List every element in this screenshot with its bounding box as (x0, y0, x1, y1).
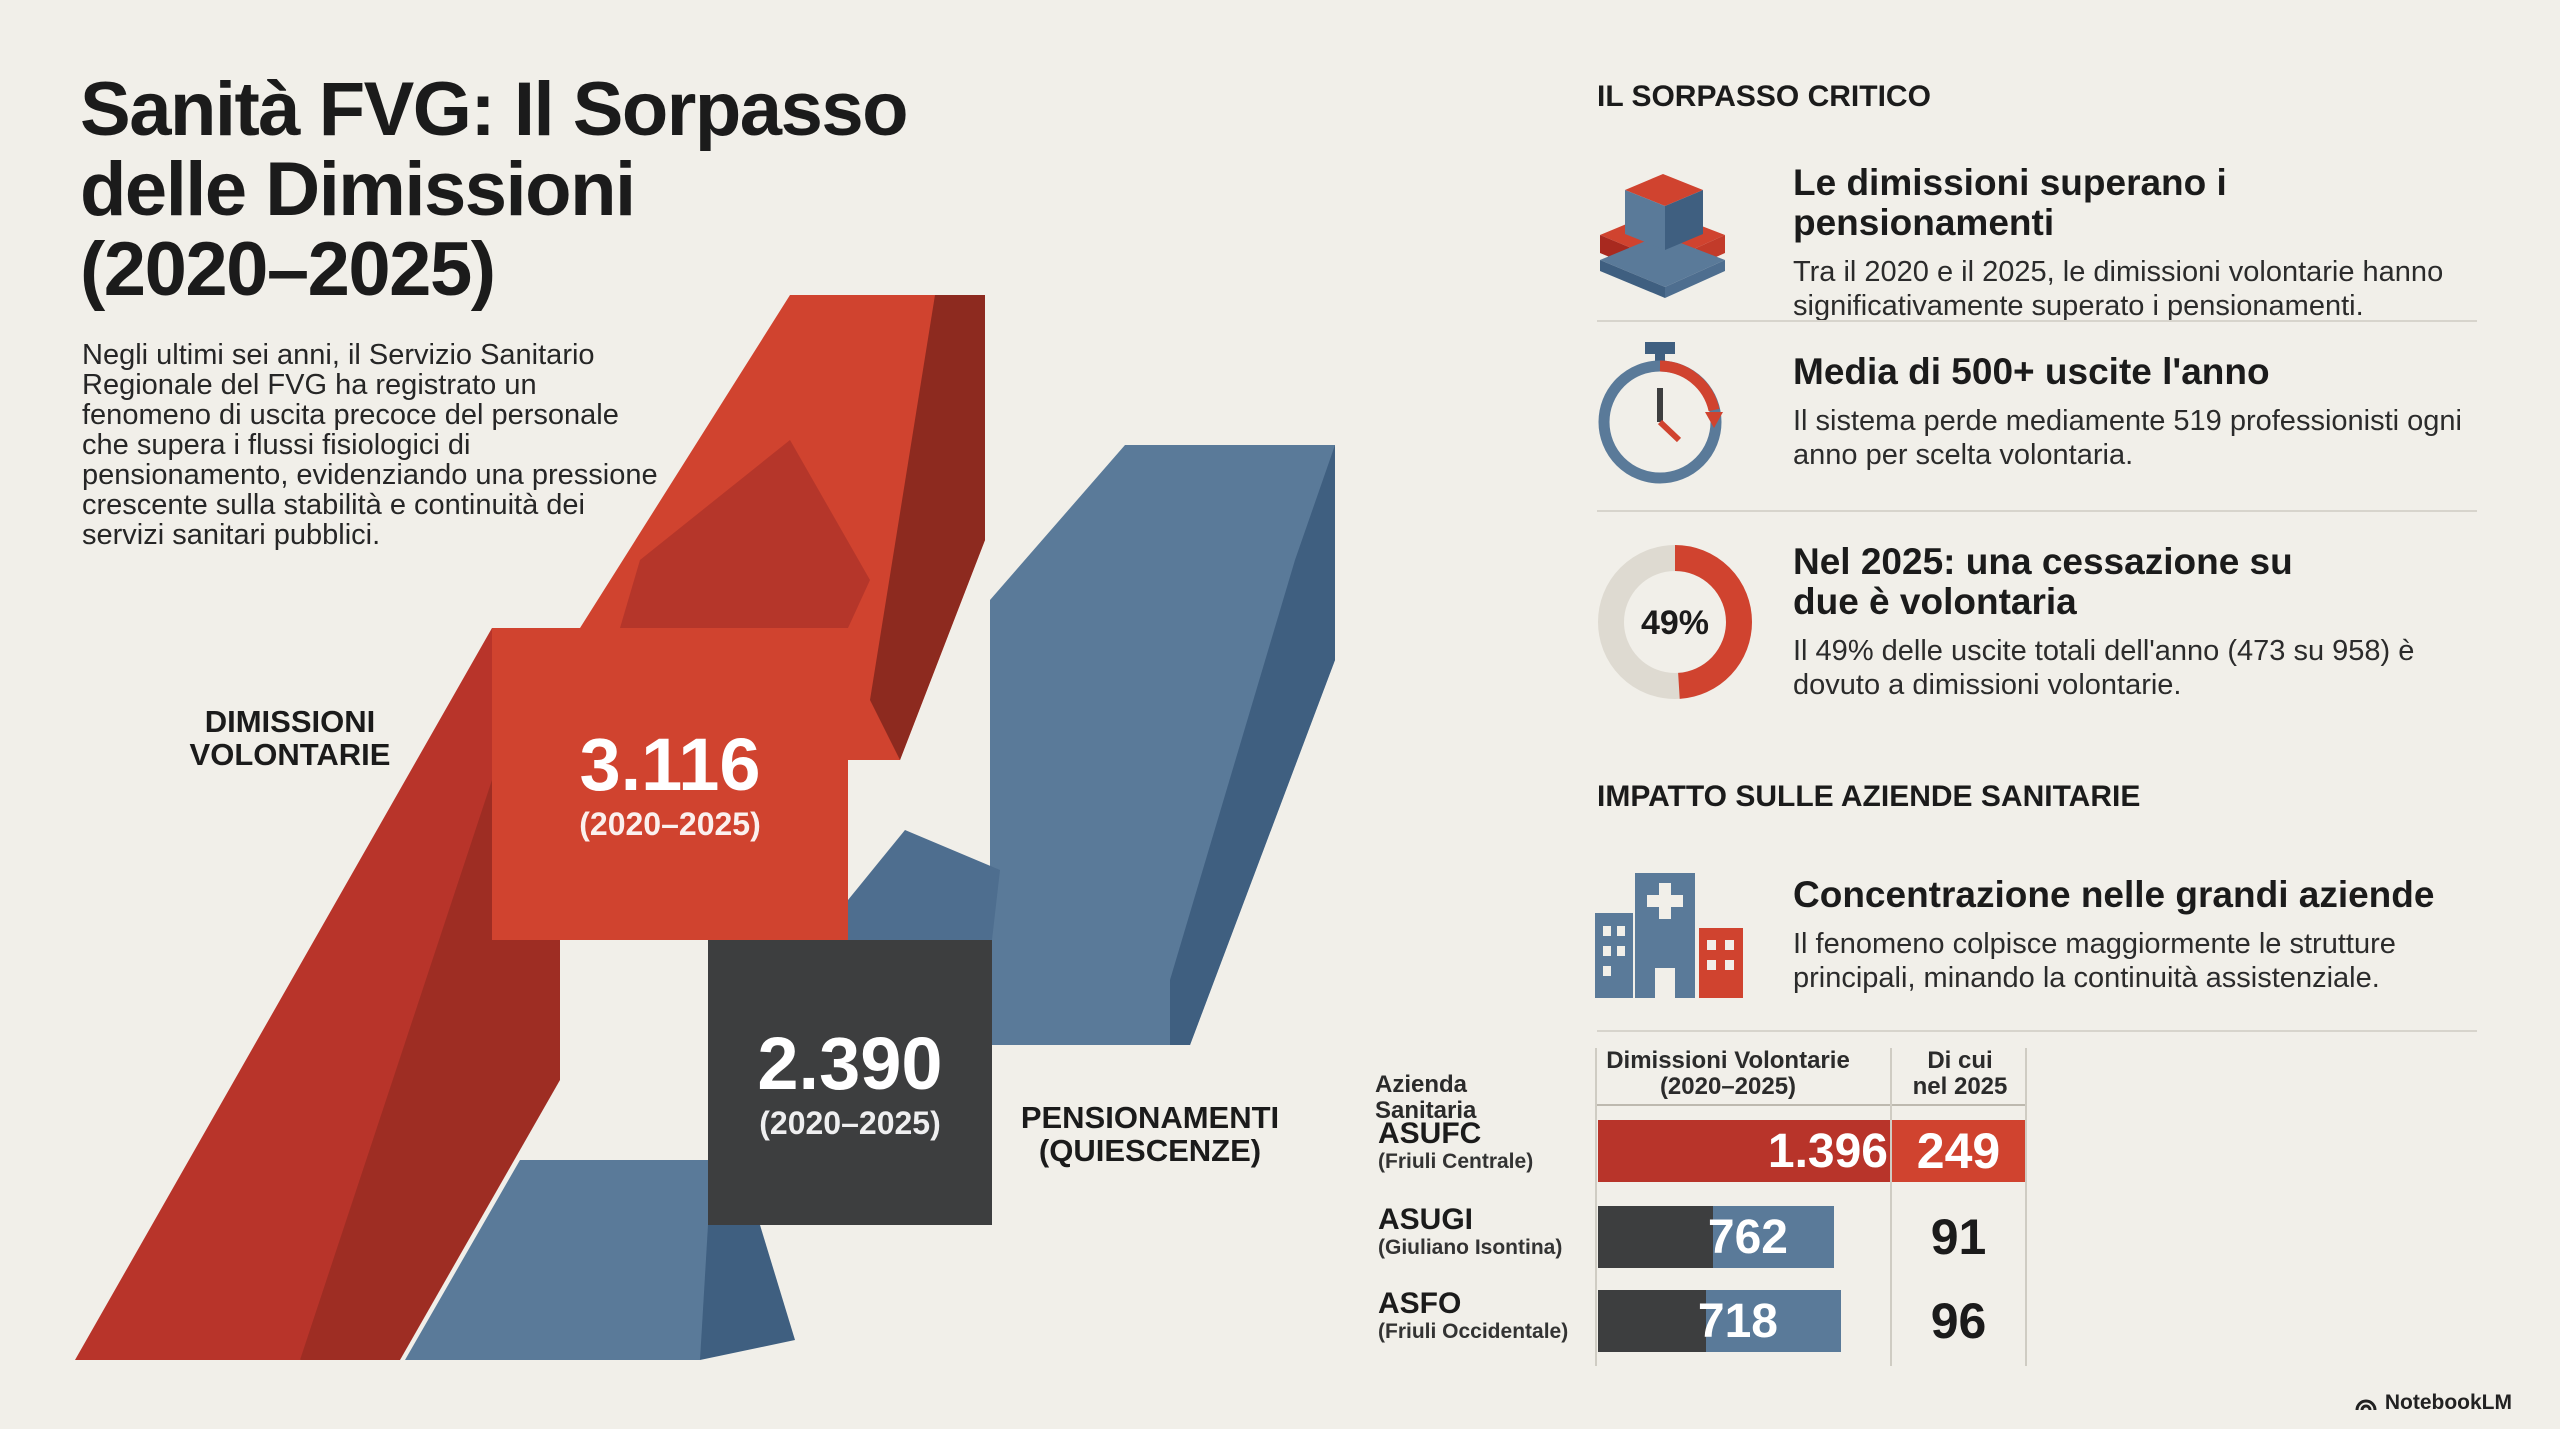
item-text: Il fenomeno colpisce maggiormente le str… (1793, 928, 2396, 994)
header-rule (1595, 1104, 2027, 1106)
critico-item-2: Media di 500+ uscite l'anno Il sistema p… (1793, 352, 2493, 472)
row-name: ASFO (1378, 1287, 1462, 1320)
dimissioni-total-box: 3.116 (2020–2025) (492, 628, 848, 940)
critico-item-1: Le dimissioni superano i pensionamenti T… (1793, 163, 2493, 323)
y2025-highlight (1892, 1120, 2025, 1182)
header-2025: Di cui nel 2025 (1890, 1048, 2030, 1100)
bar-value: 762 (1598, 1210, 1788, 1265)
item-title: Concentrazione nelle grandi aziende (1793, 874, 2435, 915)
col-rule (1595, 1048, 1597, 1366)
header-line: Di cui (1927, 1047, 1993, 1074)
brand-text: NotebookLM (2384, 1391, 2512, 1414)
section-heading-critico: IL SORPASSO CRITICO (1597, 80, 1931, 113)
page-title: Sanità FVG: Il Sorpasso delle Dimissioni… (80, 70, 980, 310)
bar-value: 718 (1598, 1294, 1778, 1349)
hospital-building-icon (1595, 873, 1743, 998)
header-line: Dimissioni Volontarie (1606, 1047, 1850, 1074)
bar-value-text: 1.396 (1767, 1125, 1888, 1178)
y2025-value: 96 (1930, 1293, 1987, 1349)
item-title: Le dimissioni superano i pensionamenti (1793, 162, 2227, 243)
blue-ribbon-low-side (700, 1225, 795, 1360)
header-azienda: Azienda Sanitaria (1375, 1071, 1477, 1124)
donut-label: 49% (1641, 604, 1709, 642)
impatto-item: Concentrazione nelle grandi aziende Il f… (1793, 875, 2493, 995)
bar-value-text: 718 (1697, 1295, 1778, 1348)
item-title: Nel 2025: una cessazione su due è volont… (1793, 541, 2293, 622)
dimissioni-label-line: VOLONTARIE (189, 737, 391, 772)
pensionamenti-period: (2020–2025) (759, 1104, 941, 1141)
comparison-ribbons (75, 295, 1335, 1360)
divider (1597, 320, 2477, 322)
critico-item-3: Nel 2025: una cessazione su due è volont… (1793, 542, 2493, 702)
row-sub: (Friuli Occidentale) (1378, 1320, 1569, 1343)
col-rule (2025, 1048, 2027, 1366)
pensionamenti-label-line: PENSIONAMENTI (1020, 1100, 1280, 1135)
dimissioni-label-line: DIMISSIONI (204, 704, 376, 739)
notebooklm-logo-icon (2355, 1399, 2377, 1411)
pensionamenti-label-line: (QUIESCENZE) (1038, 1133, 1262, 1168)
header-dimissioni: Dimissioni Volontarie (2020–2025) (1598, 1048, 1858, 1100)
title-line: (2020–2025) (80, 227, 496, 312)
title-line: delle Dimissioni (80, 147, 636, 232)
item-title: Media di 500+ uscite l'anno (1793, 351, 2270, 392)
blue-ribbon-low (405, 1160, 760, 1360)
table-row: ASUGI (Giuliano Isontina) (1378, 1204, 1562, 1260)
stacked-blocks-icon (1600, 174, 1725, 298)
header-line: nel 2025 (1912, 1073, 2008, 1100)
bar-value-text: 762 (1707, 1211, 1788, 1264)
dimissioni-total-value: 3.116 (579, 723, 761, 806)
divider (1597, 1030, 2477, 1032)
table-row: ASFO (Friuli Occidentale) (1378, 1288, 1568, 1344)
pensionamenti-total-value: 2.390 (757, 1021, 943, 1105)
y2025-value: 91 (1930, 1209, 1987, 1265)
row-name: ASUGI (1378, 1203, 1474, 1236)
bar-value: 1.396 (1598, 1124, 1888, 1179)
intro-paragraph: Negli ultimi sei anni, il Servizio Sanit… (82, 339, 658, 551)
blue-ribbon-mid (848, 830, 1000, 940)
row-sub: (Giuliano Isontina) (1378, 1236, 1563, 1259)
row-name: ASUFC (1378, 1117, 1482, 1150)
red-ribbon-fold (620, 440, 870, 628)
section-heading-impatto: IMPATTO SULLE AZIENDE SANITARIE (1597, 780, 2141, 813)
red-ribbon-low (75, 628, 560, 1360)
blue-ribbon-side (1170, 445, 1335, 1045)
brand-mark: NotebookLM (2355, 1391, 2512, 1415)
table-row: ASUFC (Friuli Centrale) (1378, 1118, 1533, 1174)
dimissioni-bar (1598, 1206, 1713, 1268)
col-rule (1890, 1048, 1892, 1366)
pensionamenti-total-box: 2.390 (2020–2025) (708, 940, 992, 1225)
dimissioni-period: (2020–2025) (579, 806, 761, 842)
divider (1597, 510, 2477, 512)
y2025-value: 249 (1916, 1123, 2001, 1179)
item-text: Tra il 2020 e il 2025, le dimissioni vol… (1793, 256, 2444, 322)
donut-icon: 49% (1598, 545, 1752, 699)
item-text: Il 49% delle uscite totali dell'anno (47… (1793, 635, 2415, 701)
dimissioni-bar (1598, 1290, 1706, 1352)
red-ribbon-side (870, 295, 985, 760)
header-line: (2020–2025) (1659, 1073, 1797, 1100)
row-sub: (Friuli Centrale) (1378, 1150, 1534, 1173)
item-text: Il sistema perde mediamente 519 professi… (1793, 405, 2462, 471)
dimissioni-label: DIMISSIONI VOLONTARIE (150, 705, 430, 771)
stopwatch-icon (1598, 342, 1723, 484)
dimissioni-bar (1598, 1120, 1890, 1182)
pensionamenti-label: PENSIONAMENTI (QUIESCENZE) (1000, 1101, 1300, 1167)
title-line: Sanità FVG: Il Sorpasso (80, 67, 909, 152)
